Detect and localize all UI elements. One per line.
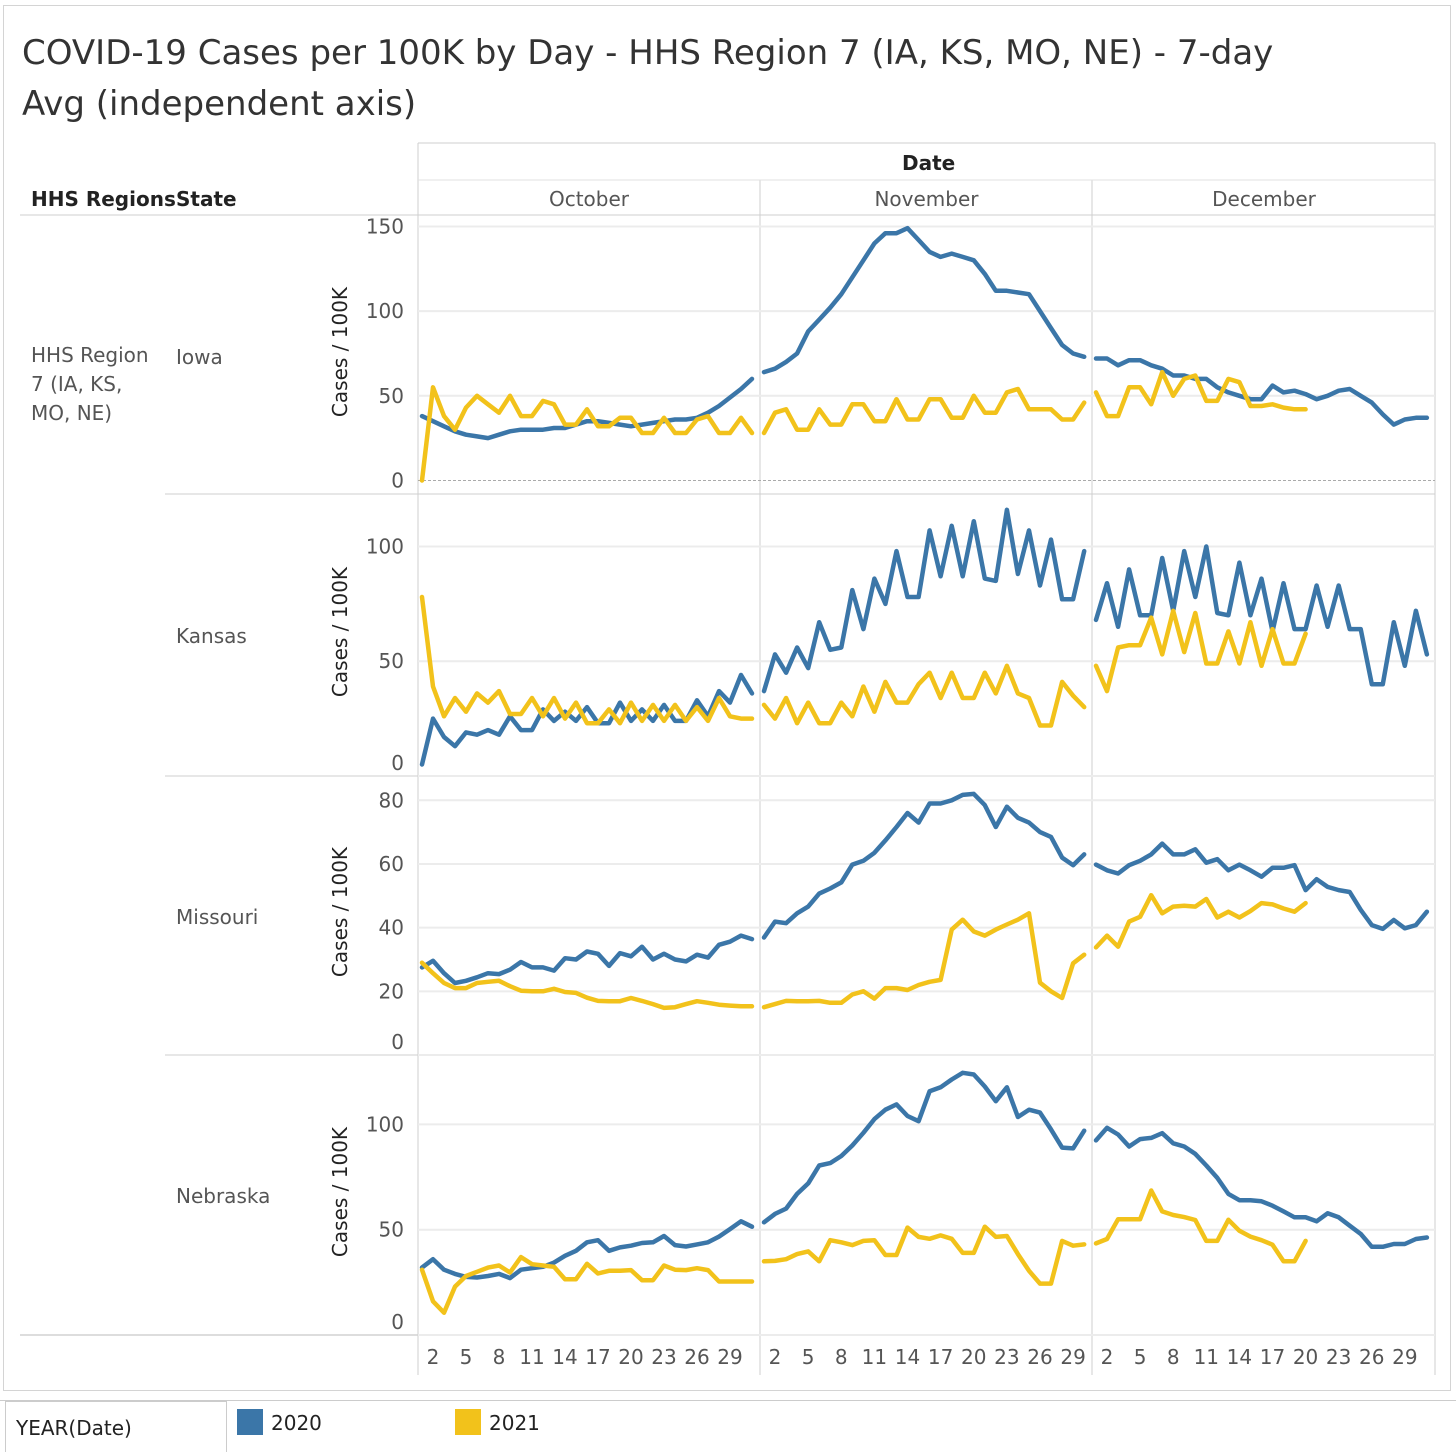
series-line-missouri-2021-december [1093, 892, 1308, 950]
y-tick-label: 0 [391, 468, 404, 492]
chart-title: COVID-19 Cases per 100K by Day - HHS Reg… [22, 33, 1274, 124]
x-tick-label: 29 [1392, 1345, 1417, 1369]
x-tick-label: 23 [1326, 1345, 1351, 1369]
y-tick-label: 100 [366, 534, 404, 558]
x-tick-label: 26 [684, 1345, 709, 1369]
y-tick-label: 0 [391, 1030, 404, 1054]
y-tick-label: 0 [391, 1310, 404, 1334]
x-tick-label: 26 [1359, 1345, 1384, 1369]
series-line-iowa-2020-november [761, 225, 1087, 375]
y-tick-label: 150 [366, 214, 404, 238]
x-tick-label: 2 [427, 1345, 440, 1369]
state-label-nebraska: Nebraska [176, 1184, 271, 1208]
x-tick-label: 8 [493, 1345, 506, 1369]
legend-label-2020[interactable]: 2020 [271, 1411, 322, 1435]
legend-label-2021[interactable]: 2021 [489, 1411, 540, 1435]
legend-swatch-2021[interactable] [455, 1409, 481, 1435]
y-tick-label: 20 [379, 979, 404, 1003]
x-tick-label: 14 [895, 1345, 920, 1369]
series-line-kansas-2020-november [761, 507, 1087, 694]
series-line-nebraska-2020-december [1093, 1125, 1430, 1250]
month-header-november: November [874, 187, 979, 211]
x-tick-label: 17 [928, 1345, 953, 1369]
x-tick-label: 5 [460, 1345, 473, 1369]
legend-title: YEAR(Date) [5, 1401, 227, 1452]
series-line-nebraska-2021-october [419, 1254, 755, 1315]
series-line-missouri-2021-november [761, 911, 1087, 1010]
column-header-date: Date [902, 151, 956, 175]
x-tick-label: 5 [1134, 1345, 1147, 1369]
x-tick-label: 29 [717, 1345, 742, 1369]
x-tick-label: 29 [1060, 1345, 1085, 1369]
series-line-nebraska-2020-october [419, 1219, 755, 1281]
legend: YEAR(Date) 2020 2021 [0, 1400, 1456, 1452]
x-tick-label: 14 [1227, 1345, 1252, 1369]
x-tick-label: 17 [585, 1345, 610, 1369]
y-tick-label: 60 [379, 852, 404, 876]
x-tick-label: 23 [994, 1345, 1019, 1369]
y-tick-label: 100 [366, 1112, 404, 1136]
x-tick-label: 2 [1101, 1345, 1114, 1369]
series-line-iowa-2021-december [1093, 369, 1308, 419]
y-tick-label: 0 [391, 751, 404, 775]
month-header-december: December [1212, 187, 1316, 211]
y-tick-label: 50 [379, 649, 404, 673]
state-label-iowa: Iowa [176, 345, 223, 369]
x-tick-label: 8 [835, 1345, 848, 1369]
month-header-october: October [548, 187, 630, 211]
series-line-missouri-2020-november [761, 791, 1087, 940]
series-line-nebraska-2021-december [1093, 1188, 1308, 1264]
column-header-state: State [176, 187, 237, 211]
x-tick-label: 2 [769, 1345, 782, 1369]
series-line-missouri-2020-october [419, 933, 755, 986]
chart-frame [3, 5, 1451, 1391]
x-tick-label: 11 [1194, 1345, 1219, 1369]
series-line-kansas-2021-november [761, 663, 1087, 728]
x-tick-label: 17 [1260, 1345, 1285, 1369]
x-tick-label: 26 [1027, 1345, 1052, 1369]
series-line-kansas-2021-december [1093, 608, 1308, 694]
state-label-missouri: Missouri [176, 905, 259, 929]
y-tick-label: 50 [379, 384, 404, 408]
series-line-nebraska-2021-november [761, 1224, 1087, 1286]
series-line-kansas-2020-december [1093, 544, 1430, 687]
legend-swatch-2020[interactable] [237, 1409, 263, 1435]
x-tick-label: 23 [651, 1345, 676, 1369]
series-line-nebraska-2020-november [761, 1070, 1087, 1225]
series-line-kansas-2021-october [419, 594, 755, 726]
x-tick-label: 20 [1293, 1345, 1318, 1369]
state-label-kansas: Kansas [176, 624, 247, 648]
y-tick-label: 80 [379, 788, 404, 812]
series-line-kansas-2020-october [419, 672, 755, 767]
region-label: HHS Region 7 (IA, KS, MO, NE) [31, 343, 149, 425]
x-tick-label: 5 [802, 1345, 815, 1369]
x-tick-label: 14 [552, 1345, 577, 1369]
x-tick-label: 11 [862, 1345, 887, 1369]
y-tick-label: 100 [366, 299, 404, 323]
series-line-iowa-2021-october [419, 385, 755, 483]
x-tick-label: 20 [961, 1345, 986, 1369]
column-header-hhs-regions: HHS Regions [31, 187, 176, 211]
series-line-iowa-2021-november [761, 386, 1087, 436]
x-tick-label: 20 [618, 1345, 643, 1369]
x-tick-label: 8 [1167, 1345, 1180, 1369]
series-line-missouri-2021-october [419, 960, 755, 1011]
series-line-missouri-2020-december [1093, 841, 1430, 932]
series-line-iowa-2020-december [1093, 356, 1430, 427]
x-tick-label: 11 [519, 1345, 544, 1369]
y-tick-label: 50 [379, 1218, 404, 1242]
y-tick-label: 40 [379, 916, 404, 940]
